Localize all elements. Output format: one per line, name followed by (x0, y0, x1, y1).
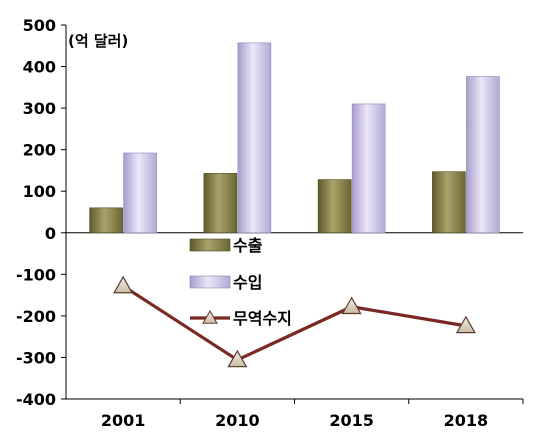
y-tick-label: 300 (23, 99, 56, 118)
bars (89, 42, 500, 234)
trade-balance-marker-2018 (455, 315, 476, 334)
legend-swatch-export (189, 238, 231, 252)
import-bar-2001 (123, 152, 157, 234)
x-tick-label: 2001 (101, 411, 146, 430)
export-bar-2001 (89, 207, 123, 234)
legend-swatch-import (189, 275, 231, 289)
trade-balance-marker-2010 (227, 349, 248, 368)
y-tick-label: 400 (23, 58, 56, 77)
import-bar-2018 (466, 76, 500, 234)
legend-triangle-icon (202, 309, 218, 324)
import-bar-2015 (351, 103, 386, 234)
axes: 500 400 300 200 100 0 -100 -200 -300 -400 2001 2010… (16, 16, 524, 430)
y-tick-label: 100 (23, 182, 56, 201)
y-tick-label: -400 (16, 390, 56, 409)
trade-balance-line (113, 275, 476, 368)
unit-label: (억 달러) (68, 32, 128, 50)
import-bar-2010 (237, 42, 272, 234)
x-tick-label: 2018 (444, 411, 489, 430)
y-tick-label: 200 (23, 141, 56, 160)
trade-balance-polyline (122, 284, 467, 362)
legend-label: 수입 (233, 273, 262, 292)
export-bar-2015 (317, 179, 352, 234)
x-tick-label: 2010 (215, 411, 260, 430)
y-tick-label: -200 (16, 307, 56, 326)
export-bar-2018 (432, 171, 466, 234)
trade-balance-marker-2001 (113, 275, 134, 294)
y-tick-label: -100 (16, 265, 56, 284)
x-tick-label: 2015 (329, 411, 374, 430)
y-tick-label: 0 (45, 224, 56, 243)
y-tick-label: -300 (16, 348, 56, 367)
legend-label: 무역수지 (233, 309, 292, 328)
export-bar-2010 (203, 173, 238, 234)
trade-balance-marker-2015 (341, 296, 362, 315)
y-tick-label: 500 (23, 16, 56, 35)
legend-label: 수출 (233, 236, 263, 255)
